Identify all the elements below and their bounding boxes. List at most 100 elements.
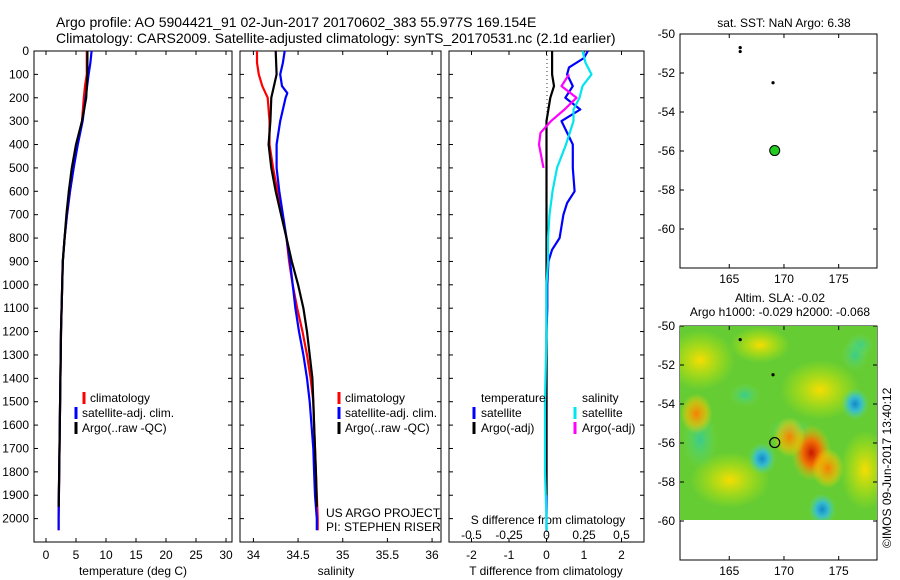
map-x-tick-label: 175	[829, 564, 849, 578]
x-tick-label: 35.5	[376, 548, 400, 562]
series-line-satellite-adj-clim-	[57, 50, 93, 531]
x-tick-label: 0	[543, 548, 550, 562]
map-y-tick-label: -50	[658, 319, 676, 333]
depth-axis: 0 100 200 300 400 500 600 700 800 900 1000 1100 1200…	[2, 44, 644, 526]
sla-texture	[840, 430, 877, 510]
map-x-tick-label: 175	[829, 272, 849, 286]
depth-tick-label: 500	[9, 161, 29, 175]
diff-legend-sal-satellite: satellite	[582, 406, 623, 420]
float-track-dot	[738, 46, 742, 50]
depth-tick-label: 1100	[3, 301, 29, 315]
map-y-tick-label: -54	[658, 105, 676, 119]
temperature-plot-frame	[33, 50, 233, 543]
depth-tick-label: 0	[22, 44, 29, 58]
project-annotation: US ARGO PROJECT	[326, 506, 441, 520]
map-sla-axes: 165 170 175 -50 -52 -54 -56 -58 -60	[658, 319, 877, 578]
sal-legend-satellite: satellite-adj. clim.	[345, 406, 437, 420]
x-tick-label-salinity: 0.5	[613, 528, 630, 542]
float-track-dot	[738, 49, 742, 54]
salinity-legend: climatology satellite-adj. clim. Argo(..…	[337, 391, 437, 435]
x-tick-label: 2	[618, 548, 625, 562]
diff-legend-temp-argo: Argo(-adj)	[481, 421, 534, 435]
x-tick-label: 15	[129, 548, 143, 562]
depth-tick-label: 800	[9, 231, 29, 245]
diff-legend-sal-argo: Argo(-adj)	[582, 421, 635, 435]
depth-tick-label: 1200	[2, 325, 29, 339]
map-y-tick-label: -58	[658, 475, 676, 489]
salinity-lines	[255, 50, 319, 531]
x-tick-label: 5	[73, 548, 80, 562]
x-tick-label-salinity: -0.25	[495, 528, 523, 542]
temperature-lines	[57, 50, 93, 531]
x-tick-label: 1	[581, 548, 588, 562]
depth-tick-label: 1500	[2, 395, 29, 409]
map-y-tick-label: -58	[658, 183, 676, 197]
depth-tick-label: 1600	[2, 418, 29, 432]
map-y-tick-label: -52	[658, 66, 676, 80]
depth-tick-label: 900	[9, 254, 29, 268]
map-y-tick-label: -52	[658, 358, 676, 372]
map-sst-points	[738, 46, 781, 157]
series-line-s-argo-adj-	[537, 73, 578, 169]
map-y-tick-label: -54	[658, 397, 676, 411]
x-tick-label-salinity: 0.25	[572, 528, 596, 542]
salinity-xlabel: salinity	[318, 564, 355, 578]
float-track-dot	[771, 373, 775, 377]
pi-annotation: PI: STEPHEN RISER	[326, 520, 441, 534]
sla-anomaly-low	[841, 388, 870, 420]
difference-lines	[537, 50, 593, 531]
map-x-tick-label: 165	[719, 564, 739, 578]
map-sla-title-2: Argo h1000: -0.029 h2000: -0.068	[690, 305, 870, 319]
x-tick-label: -1	[504, 548, 515, 562]
x-tick-label: 30	[219, 548, 233, 562]
map-y-tick-label: -60	[658, 514, 676, 528]
depth-tick-label: 700	[9, 208, 29, 222]
series-line-t-satellite	[545, 50, 589, 531]
map-y-tick-label: -60	[658, 222, 676, 236]
sal-legend-climatology: climatology	[345, 391, 405, 405]
salinity-plot-frame	[239, 50, 442, 543]
sla-anomaly-high	[811, 448, 844, 489]
depth-tick-label: 200	[9, 91, 29, 105]
x-tick-label: 20	[159, 548, 173, 562]
map-sla-title-1: Altim. SLA: -0.02	[735, 291, 825, 305]
sla-texture	[780, 360, 860, 420]
temp-legend-satellite: satellite-adj. clim.	[82, 406, 174, 420]
sla-features	[680, 339, 870, 520]
map-x-tick-label: 170	[774, 272, 794, 286]
map-x-tick-label: 165	[719, 272, 739, 286]
depth-tick-label: 1900	[2, 488, 29, 502]
temp-legend-argo: Argo(..raw -QC)	[82, 421, 167, 435]
imos-credit: ©IMOS 09-Jun-2017 13:40:12	[880, 387, 894, 548]
diff-legend-temp-satellite: satellite	[481, 406, 522, 420]
map-sst-title: sat. SST: NaN Argo: 6.38	[717, 16, 851, 30]
temperature-legend: climatology satellite-adj. clim. Argo(..…	[74, 391, 174, 435]
diff-legend-sal-title: salinity	[582, 391, 619, 405]
difference-legend-temperature: temperature satellite Argo(-adj)	[472, 391, 546, 435]
depth-tick-label: 100	[9, 67, 29, 81]
argo-position-marker	[769, 145, 781, 157]
x-tick-label: 34	[247, 548, 261, 562]
depth-tick-label: 1300	[2, 348, 29, 362]
temperature-x-axis: 0 5 10 15 20 25 30	[43, 51, 233, 562]
temperature-xlabel: temperature (deg C)	[79, 564, 187, 578]
sal-legend-argo: Argo(..raw -QC)	[345, 421, 430, 435]
map-y-tick-label: -50	[658, 27, 676, 41]
header-line1: Argo profile: AO 5904421_91 02-Jun-2017 …	[56, 14, 536, 30]
depth-tick-label: 2000	[2, 512, 29, 526]
x-tick-label: 10	[99, 548, 113, 562]
sla-texture	[680, 330, 735, 390]
sla-texture	[729, 383, 761, 407]
temp-legend-climatology: climatology	[90, 391, 150, 405]
depth-tick-label: 1400	[2, 371, 29, 385]
x-tick-label: 35	[336, 548, 350, 562]
map-x-tick-label: 170	[774, 564, 794, 578]
x-tick-label: 34.5	[286, 548, 310, 562]
sla-anomaly-high	[773, 417, 806, 458]
sla-anomaly-low	[841, 339, 870, 372]
diff-legend-temp-title: temperature	[481, 391, 546, 405]
difference-xlabel: T difference from climatology	[469, 564, 623, 578]
series-line-s-satellite	[543, 50, 593, 531]
argo-position-marker	[769, 436, 781, 449]
